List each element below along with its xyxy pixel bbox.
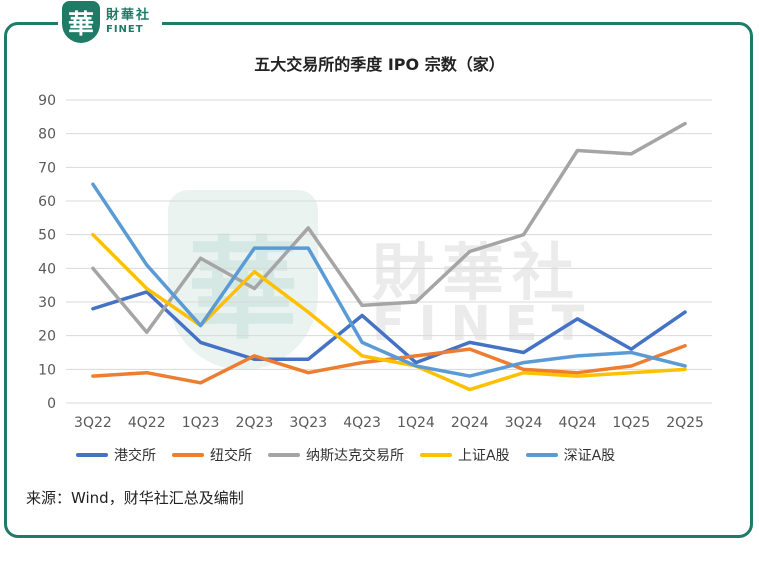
x-tick-label: 1Q25 xyxy=(612,415,650,431)
chart-legend: 港交所 纽交所 纳斯达克交易所 上证A股 深证A股 xyxy=(76,445,631,465)
brand-logo: 華 財華社 FINET xyxy=(58,0,162,44)
legend-item-1: 港交所 xyxy=(76,445,156,465)
source-note: 来源：Wind，财华社汇总及编制 xyxy=(26,489,244,507)
y-tick-label: 40 xyxy=(38,261,56,277)
legend-swatch xyxy=(268,453,300,457)
y-tick-label: 20 xyxy=(38,329,56,345)
legend-item-5: 深证A股 xyxy=(525,445,616,465)
x-tick-label: 2Q24 xyxy=(451,415,489,431)
x-tick-label: 2Q25 xyxy=(666,415,704,431)
legend-label: 深证A股 xyxy=(563,448,616,464)
brand-name-cn: 財華社 xyxy=(106,8,152,23)
legend-label: 上证A股 xyxy=(458,448,510,464)
x-tick-label: 2Q23 xyxy=(236,415,274,431)
brand-name-en: FINET xyxy=(106,24,144,35)
legend-swatch xyxy=(76,453,108,457)
series-line-4 xyxy=(91,232,687,392)
legend-item-3: 纳斯达克交易所 xyxy=(268,445,404,465)
y-tick-label: 50 xyxy=(38,228,56,244)
chart-title: 五大交易所的季度 IPO 宗数（家） xyxy=(254,55,505,74)
legend-label: 纽交所 xyxy=(210,448,252,464)
x-tick-label: 3Q22 xyxy=(74,415,112,431)
x-tick-label: 1Q23 xyxy=(182,415,220,431)
logo-mark: 華 xyxy=(62,1,100,43)
y-tick-label: 60 xyxy=(38,194,56,210)
x-tick-label: 3Q24 xyxy=(505,415,543,431)
legend-item-4: 上证A股 xyxy=(420,445,510,465)
y-tick-label: 70 xyxy=(38,160,56,176)
watermark-name-cn: 財華社 xyxy=(372,236,583,309)
x-tick-label: 4Q23 xyxy=(343,415,381,431)
x-tick-label: 1Q24 xyxy=(397,415,435,431)
y-tick-label: 80 xyxy=(38,127,56,143)
y-tick-label: 90 xyxy=(38,93,56,109)
legend-label: 港交所 xyxy=(114,448,156,464)
legend-swatch xyxy=(525,453,558,457)
y-tick-label: 10 xyxy=(38,362,56,378)
x-tick-label: 4Q22 xyxy=(128,415,166,431)
x-tick-label: 4Q24 xyxy=(559,415,597,431)
chart-frame xyxy=(4,22,753,538)
series-line-1 xyxy=(91,290,687,365)
y-tick-label: 0 xyxy=(47,396,56,412)
series-line-5 xyxy=(91,182,687,378)
legend-swatch xyxy=(172,453,204,457)
legend-item-2: 纽交所 xyxy=(172,445,252,465)
legend-label: 纳斯达克交易所 xyxy=(306,448,404,464)
series-line-2 xyxy=(91,344,687,385)
legend-swatch xyxy=(420,453,452,457)
y-tick-label: 30 xyxy=(38,295,56,311)
x-tick-label: 3Q23 xyxy=(289,415,327,431)
series-line-3 xyxy=(91,121,687,335)
